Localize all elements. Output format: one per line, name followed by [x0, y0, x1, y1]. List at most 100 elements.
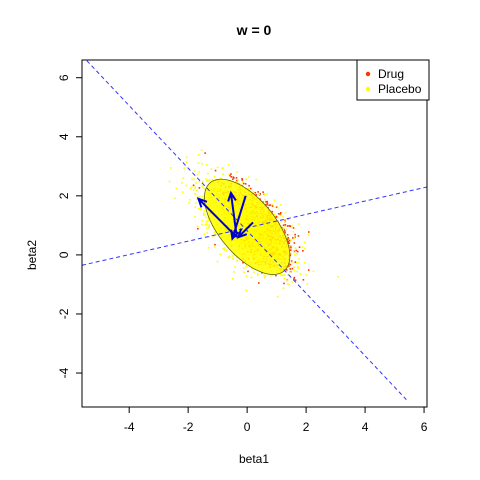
scatter-point	[292, 237, 294, 239]
legend: Drug Placebo	[356, 59, 430, 101]
x-axis-label: beta1	[239, 452, 269, 466]
scatter-point	[202, 212, 205, 215]
scatter-point	[227, 256, 230, 259]
scatter-point	[200, 149, 203, 151]
scatter-point	[205, 223, 208, 226]
scatter-point	[236, 256, 238, 258]
scatter-point	[237, 179, 239, 181]
scatter-point	[197, 162, 200, 164]
scatter-point	[273, 199, 276, 201]
scatter-point	[194, 186, 197, 188]
scatter-point	[264, 275, 266, 278]
scatter-point	[196, 173, 199, 176]
scatter-point	[198, 196, 201, 198]
scatter-point	[196, 189, 198, 192]
scatter-point	[282, 274, 285, 276]
scatter-point	[240, 183, 243, 186]
scatter-point	[232, 255, 234, 257]
scatter-point	[242, 182, 245, 185]
scatter-point	[223, 248, 226, 251]
scatter-point	[207, 172, 209, 175]
scatter-point	[285, 269, 288, 271]
scatter-point	[277, 216, 279, 219]
scatter-point	[276, 295, 279, 298]
scatter-point	[205, 164, 208, 166]
scatter-point	[284, 225, 286, 228]
scatter-point	[197, 154, 200, 156]
scatter-point	[302, 279, 305, 281]
scatter-point	[292, 250, 295, 253]
x-tick-label: -4	[124, 420, 135, 434]
legend-label-placebo: Placebo	[378, 82, 422, 96]
scatter-point	[266, 202, 269, 205]
plot-area	[82, 60, 427, 400]
scatter-point	[263, 274, 265, 277]
scatter-point	[191, 178, 193, 180]
scatter-point	[282, 287, 285, 289]
scatter-point	[229, 174, 231, 177]
scatter-point	[233, 271, 235, 273]
scatter-point	[288, 238, 291, 240]
scatter-point	[188, 199, 191, 201]
scatter-point	[290, 252, 292, 255]
scatter-point	[244, 183, 247, 185]
scatter-point	[266, 200, 268, 203]
scatter-point	[288, 239, 291, 242]
scatter-point	[243, 267, 245, 270]
scatter-point	[231, 178, 234, 181]
scatter-point	[242, 181, 244, 183]
scatter-point	[210, 168, 213, 170]
scatter-point	[290, 246, 292, 249]
y-tick-label: 4	[57, 133, 71, 140]
scatter-point	[269, 274, 272, 277]
scatter-point	[230, 173, 232, 175]
scatter-point	[275, 215, 278, 218]
scatter-point	[296, 261, 298, 264]
scatter-point	[213, 231, 216, 234]
scatter-point	[261, 272, 263, 274]
scatter-point	[284, 219, 286, 222]
scatter-point	[181, 191, 184, 193]
scatter-point	[279, 214, 282, 217]
scatter-point	[281, 274, 284, 277]
scatter-point	[189, 187, 192, 190]
scatter-point	[248, 188, 251, 191]
scatter-point	[193, 178, 195, 181]
scatter-point	[201, 223, 203, 226]
scatter-point	[207, 180, 209, 183]
scatter-point	[208, 236, 211, 238]
scatter-point	[259, 192, 262, 195]
scatter-point	[290, 260, 293, 262]
scatter-point	[280, 204, 282, 206]
y-tick-label: 0	[57, 251, 71, 258]
arrow-shaft	[231, 195, 247, 239]
scatter-point	[208, 224, 210, 226]
scatter-point	[297, 267, 299, 269]
scatter-point	[299, 273, 302, 275]
scatter-point	[222, 173, 224, 176]
scatter-point	[201, 181, 204, 183]
scatter-point	[213, 175, 216, 178]
scatter-point	[233, 177, 235, 179]
scatter-point	[302, 250, 304, 252]
scatter-point	[280, 221, 283, 223]
scatter-point	[202, 195, 204, 198]
scatter-point	[228, 255, 231, 258]
scatter-point	[236, 259, 239, 262]
scatter-point	[291, 224, 294, 227]
scatter-point	[248, 184, 250, 187]
scatter-point	[271, 205, 274, 207]
scatter-point	[241, 177, 243, 180]
scatter-point	[168, 180, 171, 183]
x-tick-label: 2	[303, 420, 310, 434]
scatter-point	[286, 235, 288, 237]
scatter-point	[195, 182, 197, 184]
scatter-point	[207, 179, 209, 182]
scatter-point	[188, 202, 191, 204]
scatter-point	[258, 193, 261, 196]
legend-box	[356, 59, 430, 101]
scatter-point	[245, 265, 247, 268]
scatter-point	[198, 180, 200, 183]
scatter-point	[236, 181, 239, 184]
scatter-point	[289, 263, 292, 266]
